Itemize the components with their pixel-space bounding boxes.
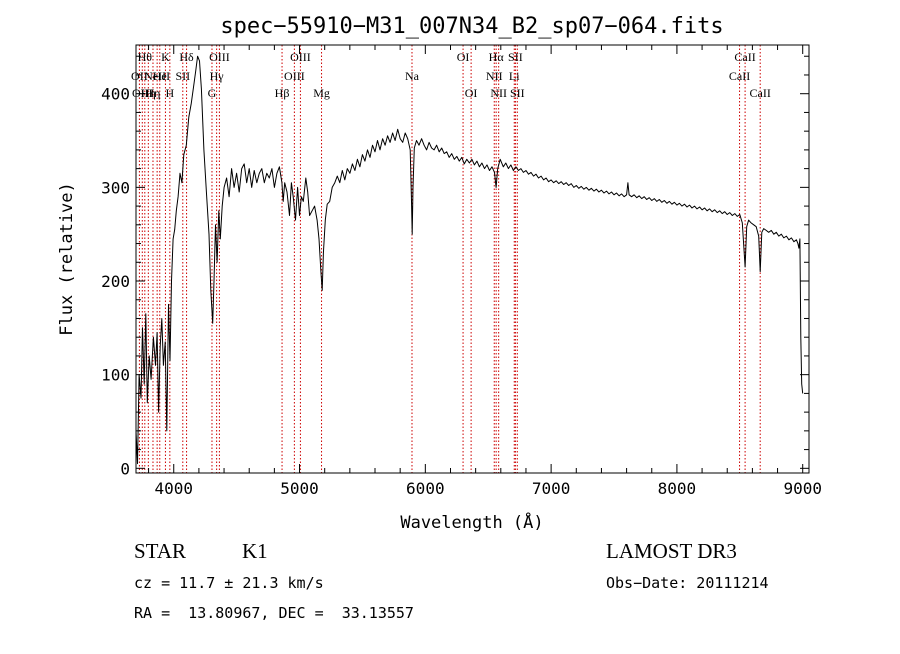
line-marker-label: Na (405, 69, 420, 83)
line-marker-label: OIII (132, 86, 153, 100)
x-axis-label: Wavelength (Å) (400, 511, 543, 533)
line-marker-label: Hη (146, 86, 161, 100)
line-marker-label: SII (510, 86, 525, 100)
line-marker-label: Hδ (179, 50, 194, 64)
line-marker-label: NeIII (144, 69, 170, 83)
x-tick-label: 9000 (783, 479, 822, 498)
line-marker-label: OIII (209, 50, 230, 64)
x-tick-label: 4000 (154, 479, 193, 498)
line-marker-label: OIII (290, 50, 311, 64)
y-axis-label: Flux (relative) (57, 182, 77, 336)
line-marker-label: Hβ (275, 86, 290, 100)
line-marker-label: Mg (313, 86, 330, 100)
observation-date: Obs−Date: 20111214 (606, 574, 769, 592)
line-marker-labels: OIIOIIIHθHηHηNeIIIHeKHSIIHδGHγOIIIHβOIII… (131, 50, 771, 100)
line-marker-label: NII (490, 86, 507, 100)
line-marker-label: NII (486, 69, 503, 83)
line-markers (138, 45, 761, 473)
plot-frame (135, 44, 810, 474)
line-marker-label: OIII (284, 69, 305, 83)
line-marker-label: CaII (729, 69, 750, 83)
x-tick-label: 8000 (658, 479, 697, 498)
chart-title: spec−55910−M31_007N34_B2_sp07−064.fits (220, 14, 723, 39)
line-marker-label: CaII (734, 50, 755, 64)
x-tick-label: 7000 (532, 479, 571, 498)
line-marker-label: CaII (750, 86, 771, 100)
x-axis-ticks: 4000 5000 6000 7000 8000 9000 (148, 45, 822, 498)
y-tick-label: 200 (101, 272, 130, 291)
object-class: STAR (134, 539, 186, 563)
x-tick-label: 5000 (280, 479, 319, 498)
y-axis-ticks: 0 100 200 300 400 (101, 55, 809, 478)
spectrum-line (135, 55, 804, 465)
x-tick-label: 6000 (406, 479, 445, 498)
y-tick-label: 300 (101, 178, 130, 197)
redshift-cz: cz = 11.7 ± 21.3 km/s (134, 574, 324, 592)
y-tick-label: 400 (101, 85, 130, 104)
object-subclass: K1 (242, 539, 268, 563)
spectrum-series (135, 55, 804, 465)
line-marker-label: SII (175, 69, 190, 83)
line-marker-label: Hα (489, 50, 505, 64)
line-marker-label: Hγ (210, 69, 225, 83)
line-marker-label: OII (131, 69, 148, 83)
coordinates: RA = 13.80967, DEC = 33.13557 (134, 604, 414, 622)
line-marker-label: He (153, 69, 167, 83)
line-marker-label: Li (509, 69, 520, 83)
line-marker-label: K (161, 50, 170, 64)
line-marker-label: OI (457, 50, 470, 64)
line-marker-label: SII (508, 50, 523, 64)
y-tick-label: 0 (120, 459, 130, 478)
line-marker-label: Hη (141, 86, 156, 100)
line-marker-label: OI (465, 86, 478, 100)
line-marker-label: G (208, 86, 217, 100)
y-tick-label: 100 (101, 366, 130, 385)
line-marker-label: H (166, 86, 175, 100)
line-marker-label: Hθ (138, 50, 153, 64)
survey-name: LAMOST DR3 (606, 539, 737, 563)
